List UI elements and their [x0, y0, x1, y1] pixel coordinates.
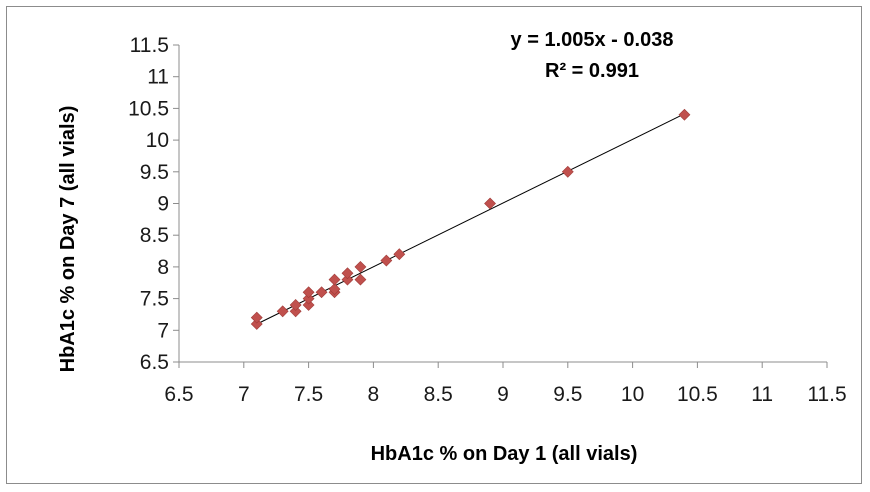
x-tick-marks: [178, 362, 828, 368]
x-tick-label: 6.5: [164, 383, 193, 406]
data-point: [341, 267, 354, 280]
scatter-chart: 6.5 7 7.5 8 8.5 9 9.5 10 10.5 11 11.5 6.5 7 7.5 8 8.5 9…: [57, 29, 847, 465]
data-point: [250, 318, 263, 330]
y-tick-label: 11: [147, 66, 169, 89]
data-point: [484, 197, 496, 210]
y-tick-label: 7: [157, 319, 169, 342]
y-tick-label: 8.5: [140, 224, 169, 247]
data-point: [354, 260, 367, 273]
data-point: [561, 165, 574, 178]
data-point: [302, 286, 315, 299]
x-tick-label: 11: [751, 383, 773, 406]
data-point: [289, 299, 302, 311]
data-point: [354, 273, 367, 286]
data-point: [328, 283, 341, 296]
x-tick-label: 7: [238, 383, 250, 406]
x-tick-label: 10: [621, 383, 644, 406]
data-point: [393, 248, 406, 261]
y-tick-label: 10: [146, 129, 169, 152]
y-tick-label: 7.5: [140, 288, 169, 311]
y-tick-label: 6.5: [140, 351, 169, 374]
data-point: [315, 286, 328, 299]
chart-frame: 6.5 7 7.5 8 8.5 9 9.5 10 10.5 11 11.5 6.5 7 7.5 8 8.5 9…: [6, 6, 862, 484]
data-point: [380, 254, 393, 267]
data-point: [276, 305, 289, 318]
data-point: [302, 292, 315, 305]
x-tick-label: 7.5: [294, 383, 323, 406]
y-tick-label: 10.5: [128, 97, 169, 120]
y-tick-marks: [173, 44, 179, 363]
data-point: [250, 311, 263, 324]
y-tick-label: 11.5: [130, 34, 169, 57]
x-tick-label: 8.5: [424, 383, 453, 406]
data-points: [250, 108, 691, 330]
x-axis-title: HbA1c % on Day 1 (all vials): [371, 443, 638, 465]
y-tick-label: 9.5: [140, 161, 169, 184]
data-point: [341, 273, 354, 286]
data-point: [289, 305, 302, 318]
x-tick-label: 8: [368, 383, 380, 406]
x-tick-label: 11.5: [807, 383, 846, 406]
x-tick-label: 9.5: [553, 383, 582, 406]
trendline-equation: y = 1.005x - 0.038: [511, 29, 674, 51]
data-point: [678, 108, 691, 121]
x-tick-label: 9: [497, 383, 509, 406]
y-tick-labels: 6.5 7 7.5 8 8.5 9 9.5 10 10.5 11 11.5: [128, 34, 169, 374]
x-tick-labels: 6.5 7 7.5 8 8.5 9 9.5 10 10.5 11 11.5: [164, 383, 846, 406]
y-tick-label: 8: [157, 256, 169, 279]
data-point: [328, 273, 341, 286]
y-axis-title: HbA1c % on Day 7 (all vials): [57, 106, 79, 373]
x-tick-label: 10.5: [677, 383, 718, 406]
y-tick-label: 9: [157, 193, 169, 216]
data-point: [302, 299, 315, 311]
r-squared-label: R² = 0.991: [545, 60, 639, 82]
trendline: [256, 113, 685, 325]
